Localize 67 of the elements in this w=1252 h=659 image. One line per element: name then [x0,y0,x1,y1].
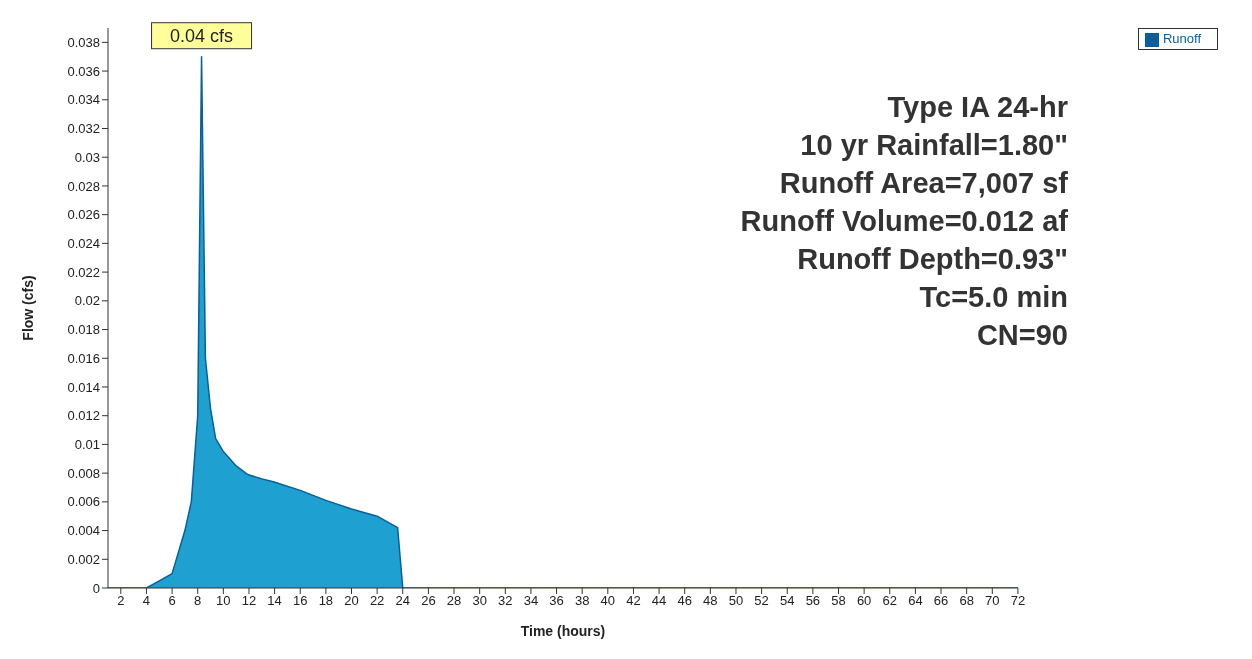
x-tick-label: 70 [985,593,1000,609]
x-tick-label: 26 [421,593,436,609]
x-tick-label: 30 [472,593,487,609]
x-tick-label: 38 [574,593,590,609]
x-tick-label: 58 [831,593,846,609]
x-tick-label: 40 [600,593,616,609]
x-tick-label: 44 [651,593,667,609]
y-tick-label: 0.03 [74,149,100,165]
y-tick-label: 0.02 [74,293,100,309]
x-tick-label: 16 [293,593,308,609]
y-tick-label: 0.024 [67,236,100,251]
y-tick-label: 0.036 [67,63,100,79]
y-tick-label: 0.032 [67,121,100,137]
y-axis-title: Flow (cfs) [19,275,36,341]
x-tick-label: 2 [117,593,125,609]
x-tick-label: 60 [856,593,872,609]
x-tick-label: 66 [933,593,949,609]
y-tick-label: 0.014 [67,379,100,395]
x-tick-label: 10 [216,593,231,609]
y-tick-label: 0.028 [67,178,100,194]
y-tick-label: 0.022 [67,264,100,280]
y-tick-label: 0.038 [67,34,100,50]
x-tick-label: 48 [703,593,718,609]
y-tick-label: 0.018 [67,322,100,338]
x-tick-label: 62 [882,593,897,609]
annotation: Runoff Depth=0.93" [796,242,1068,277]
x-tick-label: 52 [754,593,769,609]
y-tick-label: 0.016 [67,350,100,366]
y-tick-label: 0.01 [74,437,100,453]
x-tick-label: 46 [677,593,692,609]
y-tick-label: 0.008 [67,465,100,481]
x-tick-label: 72 [1010,593,1026,609]
legend-label: Runoff [1162,31,1201,46]
y-tick-label: 0.026 [67,207,100,223]
x-tick-label: 12 [241,593,257,609]
x-tick-label: 4 [142,593,151,609]
x-tick-label: 24 [395,593,410,609]
annotation: 0.04 cfs [170,25,234,46]
x-tick-label: 64 [908,593,923,609]
x-tick-label: 22 [369,593,385,609]
annotation: CN=90 [975,318,1068,353]
x-tick-label: 42 [626,593,641,609]
x-tick-label: 36 [549,593,564,609]
y-tick-label: 0.004 [67,523,100,539]
y-tick-label: 0.012 [67,408,100,424]
y-tick-label: 0.002 [67,551,100,567]
y-tick-label: 0 [92,580,100,596]
x-tick-label: 20 [344,593,359,609]
annotation: Tc=5.0 min [918,280,1068,315]
x-tick-label: 34 [523,593,539,609]
y-tick-label: 0.034 [67,92,100,108]
x-tick-label: 8 [194,593,202,609]
x-tick-label: 14 [267,593,282,609]
annotation: Runoff Area=7,007 sf [778,166,1068,201]
x-tick-label: 50 [728,593,744,609]
x-tick-label: 18 [318,593,334,609]
annotation: Runoff Volume=0.012 af [740,204,1068,239]
x-axis-title: Time (hours) [520,623,606,639]
x-tick-label: 32 [498,593,513,609]
y-tick-label: 0.006 [67,494,100,510]
x-tick-label: 28 [446,593,462,609]
x-tick-label: 54 [780,593,795,609]
annotation: 10 yr Rainfall=1.80" [799,128,1068,163]
annotation: Type IA 24-hr [886,90,1068,125]
x-tick-label: 68 [959,593,974,609]
x-tick-label: 6 [168,593,176,609]
x-tick-label: 56 [805,593,821,609]
